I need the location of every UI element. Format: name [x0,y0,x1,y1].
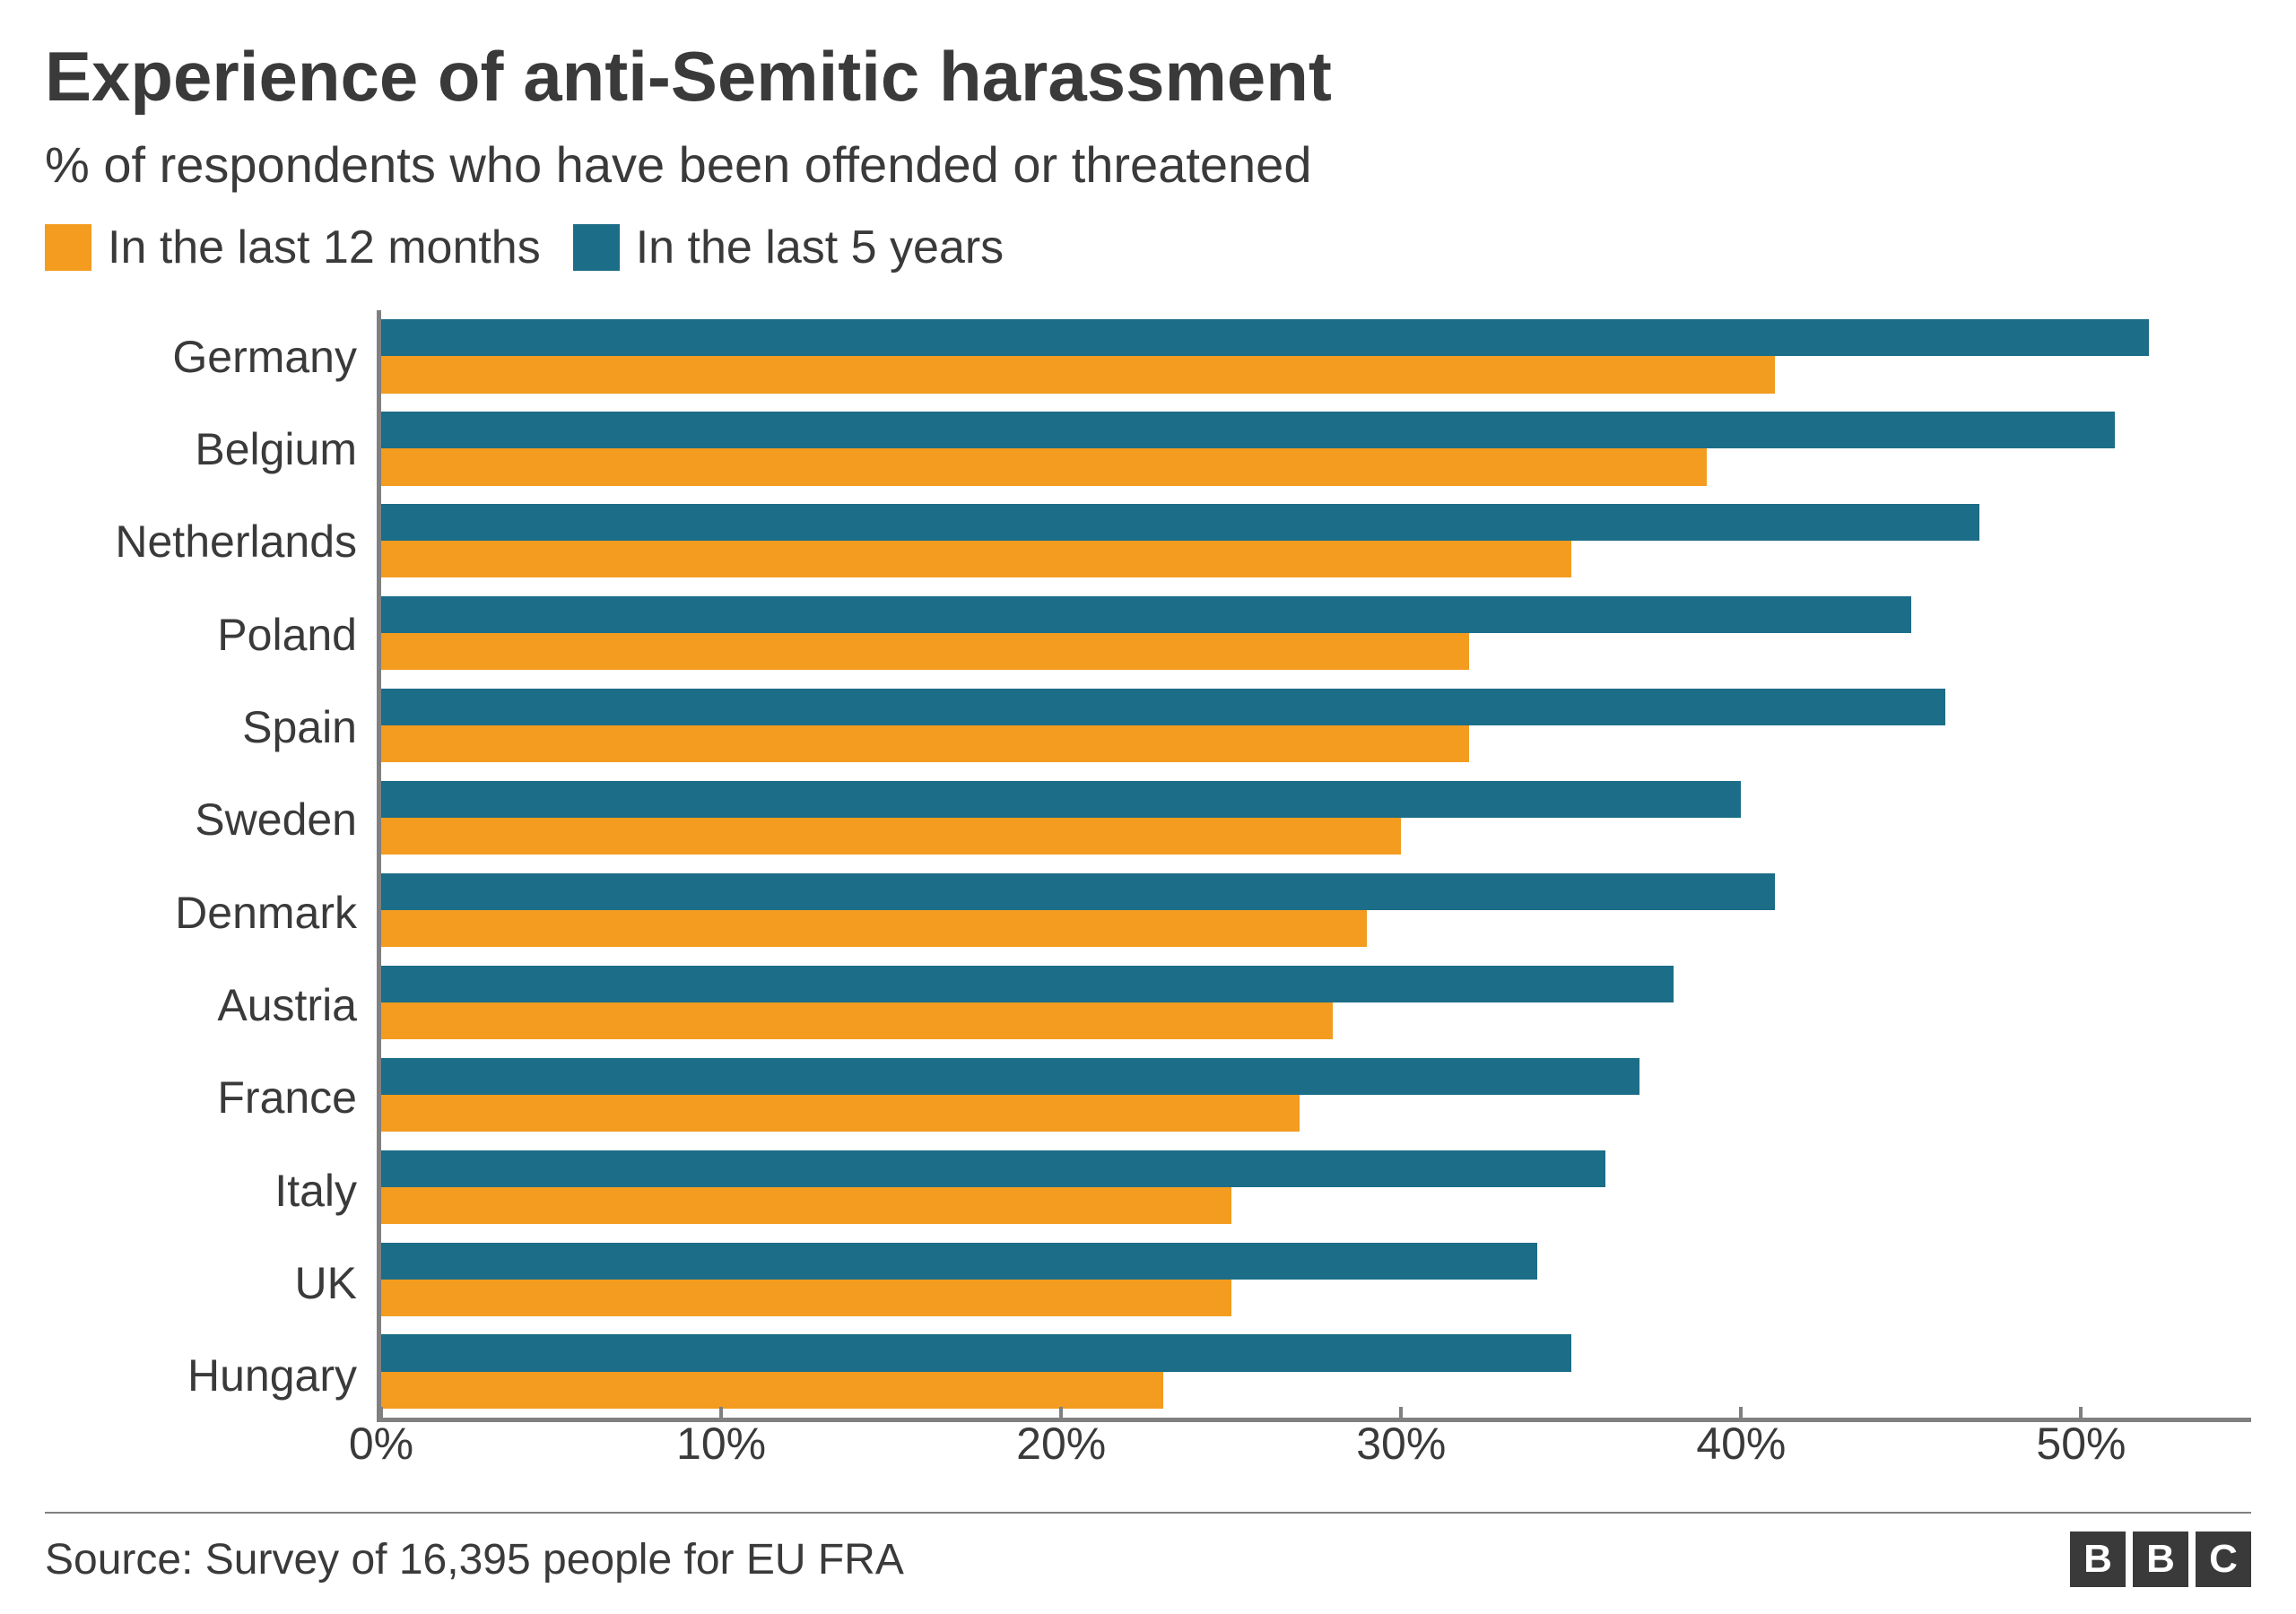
x-tick-mark [379,1407,383,1418]
chart-title: Experience of anti-Semitic harassment [45,36,2251,117]
bar-5-years [381,412,2115,448]
chart-subtitle: % of respondents who have been offended … [45,135,2251,194]
bar-group [381,772,2251,864]
bar-group [381,680,2251,772]
bar-12-months [381,541,1571,577]
bar-5-years [381,504,1979,541]
bar-5-years [381,689,1945,725]
bar-5-years [381,781,1741,818]
bars [381,310,2251,1418]
source-text: Source: Survey of 16,395 people for EU F… [45,1535,904,1584]
bar-group [381,1141,2251,1233]
bbc-logo: B B C [2070,1532,2251,1587]
bar-5-years [381,1058,1639,1095]
y-label: Netherlands [45,496,377,588]
bar-12-months [381,910,1367,947]
bar-group [381,864,2251,957]
x-tick-label: 40% [1696,1418,1786,1470]
legend-label-5-years: In the last 5 years [636,221,1004,274]
x-tick-label: 0% [349,1418,413,1470]
x-axis: 0%10%20%30%40%50% [381,1418,2251,1480]
bar-12-months [381,356,1775,393]
y-label: Sweden [45,774,377,866]
footer: Source: Survey of 16,395 people for EU F… [45,1512,2251,1587]
x-tick-mark [719,1407,723,1418]
chart-container: Experience of anti-Semitic harassment % … [0,0,2296,1614]
bar-12-months [381,448,1707,485]
bar-5-years [381,1334,1571,1371]
bar-5-years [381,319,2149,356]
bar-group [381,310,2251,403]
x-tick-mark [1739,1407,1743,1418]
bar-12-months [381,1280,1231,1316]
x-tick-label: 50% [2036,1418,2126,1470]
bar-group [381,403,2251,495]
bar-12-months [381,1002,1333,1039]
logo-letter-b1: B [2070,1532,2126,1587]
x-tick-label: 20% [1016,1418,1106,1470]
x-tick-label: 10% [676,1418,766,1470]
bar-group [381,495,2251,587]
bar-group [381,1325,2251,1418]
y-label: Poland [45,588,377,681]
legend: In the last 12 months In the last 5 year… [45,221,2251,274]
legend-swatch-5-years [573,224,620,271]
bar-5-years [381,1150,1605,1187]
bar-5-years [381,1243,1537,1280]
bar-12-months [381,633,1469,670]
bar-group [381,1233,2251,1325]
bar-5-years [381,873,1775,910]
y-label: UK [45,1237,377,1329]
y-label: Germany [45,310,377,403]
legend-label-12-months: In the last 12 months [108,221,541,274]
bar-12-months [381,1095,1300,1132]
y-label: Austria [45,959,377,1051]
bar-group [381,587,2251,680]
bar-12-months [381,818,1401,855]
logo-letter-c: C [2196,1532,2251,1587]
y-label: Spain [45,681,377,773]
bar-group [381,1048,2251,1141]
bar-group [381,956,2251,1048]
y-label: Italy [45,1144,377,1237]
bar-12-months [381,1372,1163,1409]
y-label: Belgium [45,403,377,495]
bar-12-months [381,1187,1231,1224]
y-label: Denmark [45,866,377,959]
legend-item-5-years: In the last 5 years [573,221,1004,274]
y-label: France [45,1052,377,1144]
x-tick-mark [2079,1407,2083,1418]
logo-letter-b2: B [2133,1532,2188,1587]
bar-5-years [381,596,1911,633]
bar-5-years [381,966,1674,1002]
x-tick-mark [1059,1407,1063,1418]
chart-area: GermanyBelgiumNetherlandsPolandSpainSwed… [45,310,2251,1422]
x-tick-label: 30% [1356,1418,1446,1470]
legend-item-12-months: In the last 12 months [45,221,541,274]
bar-12-months [381,725,1469,762]
y-label: Hungary [45,1330,377,1422]
plot-area: 0%10%20%30%40%50% [377,310,2251,1422]
x-tick-mark [1399,1407,1403,1418]
legend-swatch-12-months [45,224,91,271]
y-axis-labels: GermanyBelgiumNetherlandsPolandSpainSwed… [45,310,377,1422]
